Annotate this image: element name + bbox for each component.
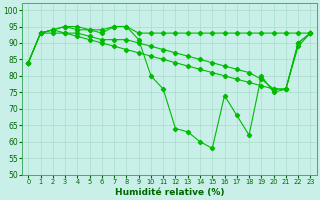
- X-axis label: Humidité relative (%): Humidité relative (%): [115, 188, 224, 197]
